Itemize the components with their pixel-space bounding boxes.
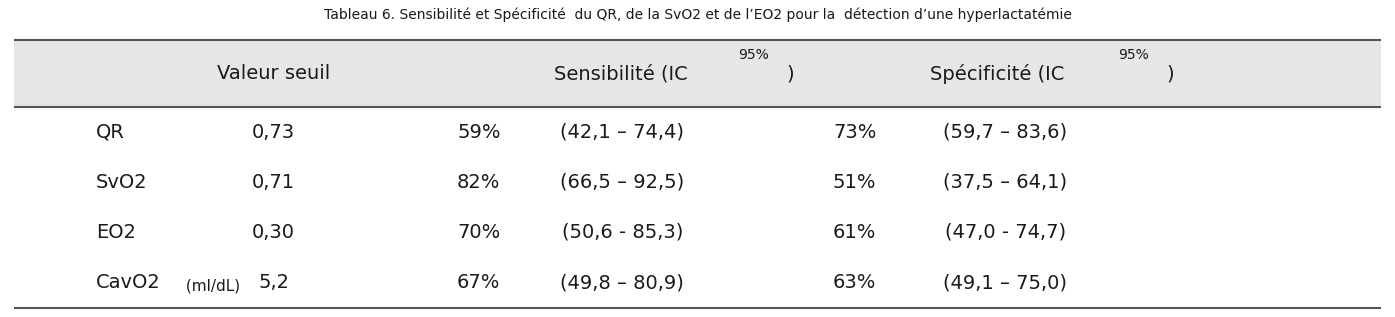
Text: Spécificité (IC: Spécificité (IC [930, 64, 1070, 84]
Text: 61%: 61% [833, 223, 876, 242]
Text: (50,6 - 85,3): (50,6 - 85,3) [562, 223, 684, 242]
Text: 51%: 51% [833, 173, 876, 192]
Text: Valeur seuil: Valeur seuil [218, 64, 331, 83]
Bar [14, 41, 1381, 107]
Text: (49,8 – 80,9): (49,8 – 80,9) [561, 273, 684, 292]
Text: CavO2: CavO2 [96, 273, 160, 292]
Text: 0,71: 0,71 [252, 173, 296, 192]
Text: 0,30: 0,30 [252, 223, 296, 242]
Text: ): ) [1166, 64, 1175, 83]
Text: ): ) [787, 64, 794, 83]
Text: 5,2: 5,2 [258, 273, 289, 292]
Text: 70%: 70% [458, 223, 501, 242]
Text: EO2: EO2 [96, 223, 135, 242]
Text: (ml/dL): (ml/dL) [181, 278, 240, 293]
Text: 73%: 73% [833, 123, 876, 142]
Text: 63%: 63% [833, 273, 876, 292]
Text: 0,73: 0,73 [252, 123, 296, 142]
Text: (66,5 – 92,5): (66,5 – 92,5) [561, 173, 685, 192]
Text: (47,0 - 74,7): (47,0 - 74,7) [944, 223, 1066, 242]
Text: 82%: 82% [458, 173, 501, 192]
Text: (37,5 – 64,1): (37,5 – 64,1) [943, 173, 1067, 192]
Text: (49,1 – 75,0): (49,1 – 75,0) [943, 273, 1067, 292]
Text: SvO2: SvO2 [96, 173, 148, 192]
Text: Sensibilité (IC: Sensibilité (IC [554, 64, 693, 83]
Text: 95%: 95% [738, 48, 769, 62]
Text: (59,7 – 83,6): (59,7 – 83,6) [943, 123, 1067, 142]
Text: 59%: 59% [458, 123, 501, 142]
Text: Tableau 6. Sensibilité et Spécificité  du QR, de la SvO2 et de l’EO2 pour la  dé: Tableau 6. Sensibilité et Spécificité du… [324, 8, 1071, 22]
Text: 67%: 67% [458, 273, 501, 292]
Text: (42,1 – 74,4): (42,1 – 74,4) [561, 123, 685, 142]
Text: QR: QR [96, 123, 124, 142]
Text: 95%: 95% [1119, 48, 1149, 62]
